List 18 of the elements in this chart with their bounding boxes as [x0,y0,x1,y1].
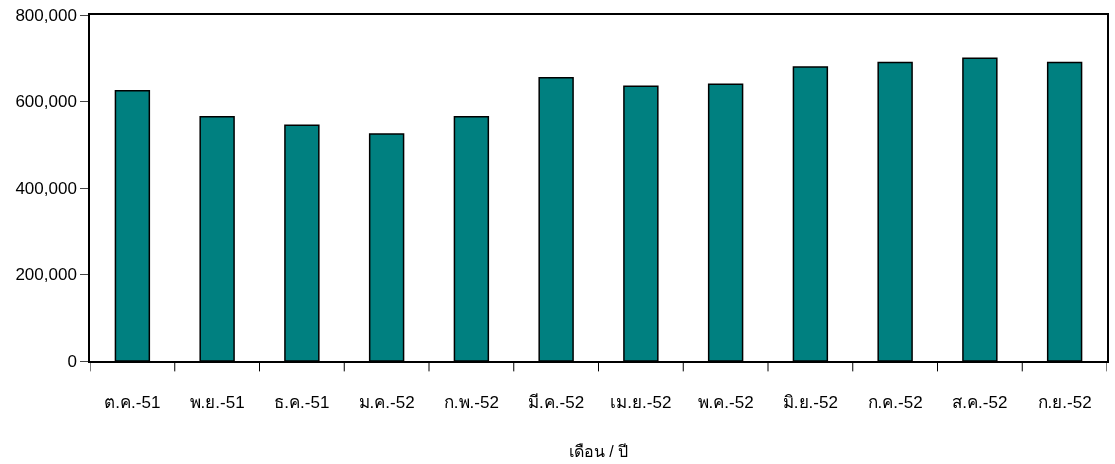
x-tick-label: ก.ย.-52 [1037,393,1092,413]
x-tick-label: ต.ค.-51 [104,393,161,413]
x-tick-label: ก.ค.-52 [867,393,923,413]
y-tick-label: 0 [67,351,77,371]
x-axis-title: เดือน / ปี [568,443,629,461]
y-tick-label: 800,000 [15,5,77,25]
x-tick-label: มี.ค.-52 [528,393,585,413]
x-tick-label: เม.ย.-52 [610,393,672,413]
x-tick-label: พ.ค.-52 [697,393,754,413]
x-tick-label: มิ.ย.-52 [782,393,838,413]
x-tick-label: พ.ย.-51 [189,393,245,413]
x-tick-label: ส.ค.-52 [952,393,1008,413]
x-tick-label: ก.พ.-52 [443,393,499,413]
x-tick-label: ธ.ค.-51 [274,393,330,413]
y-tick-label: 400,000 [15,178,77,198]
y-tick-label: 200,000 [15,265,77,285]
x-tick-label: ม.ค.-52 [358,393,415,413]
y-tick-label: 600,000 [15,92,77,112]
